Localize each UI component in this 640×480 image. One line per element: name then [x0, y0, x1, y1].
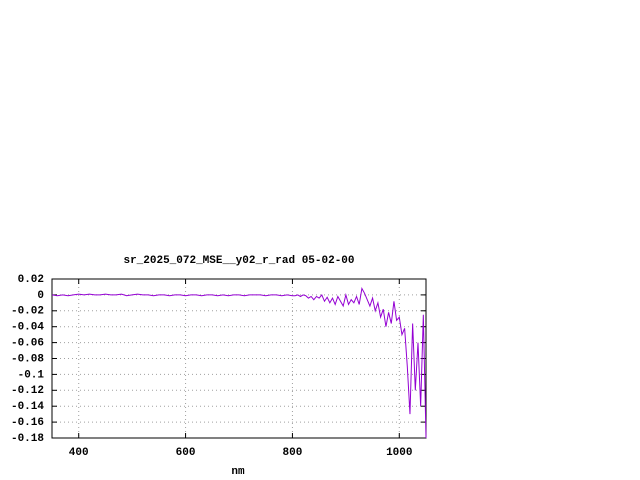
x-axis-label: nm — [231, 466, 245, 478]
y-tick-label: -0.12 — [11, 385, 44, 397]
y-tick-label: -0.18 — [11, 433, 44, 445]
y-tick-label: 0 — [37, 290, 44, 302]
x-tick-label: 400 — [69, 447, 89, 459]
x-tick-label: 800 — [283, 447, 303, 459]
y-tick-label: 0.02 — [18, 274, 44, 286]
y-tick-label: -0.16 — [11, 417, 44, 429]
plot-frame — [51, 278, 427, 439]
chart-title: sr_2025_072_MSE__y02_r_rad 05-02-00 — [123, 255, 354, 267]
data-line — [51, 287, 427, 439]
y-tick-label: -0.1 — [18, 369, 45, 381]
y-tick-label: -0.08 — [11, 353, 44, 365]
y-tick-label: -0.06 — [11, 338, 44, 350]
x-tick-label: 600 — [176, 447, 196, 459]
y-tick-label: -0.04 — [11, 322, 44, 334]
y-tick-label: -0.14 — [11, 401, 44, 413]
y-tick-label: -0.02 — [11, 306, 44, 318]
x-tick-label: 1000 — [386, 447, 412, 459]
